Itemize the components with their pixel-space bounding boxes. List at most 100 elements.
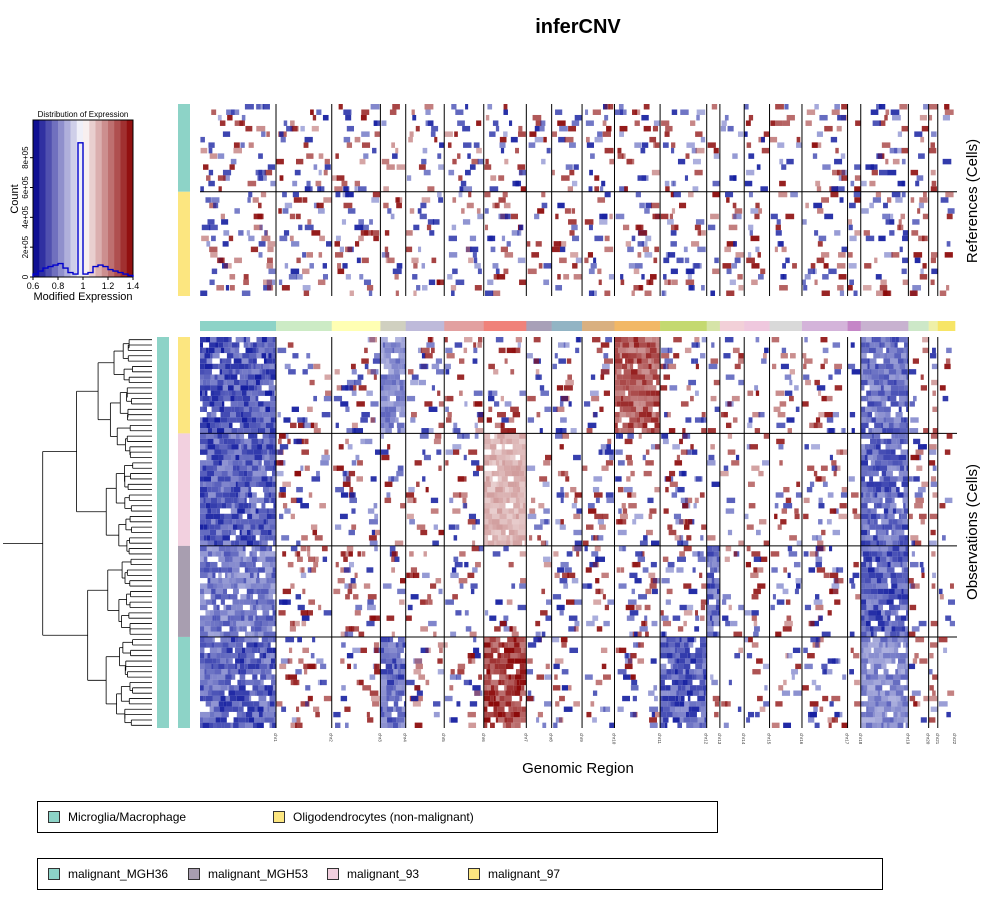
heatmap-cell <box>860 395 867 402</box>
heatmap-cell <box>425 647 431 654</box>
heatmap-cell <box>733 551 738 557</box>
heatmap-cell <box>206 465 213 471</box>
heatmap-cell <box>651 353 657 359</box>
heatmap-cell <box>641 241 648 247</box>
heatmap-cell <box>261 438 264 445</box>
heatmap-cell <box>232 599 240 605</box>
heatmap-cell <box>397 690 405 696</box>
heatmap-cell <box>438 197 444 203</box>
observation-group-segment <box>178 433 190 546</box>
heatmap-cell <box>918 620 927 627</box>
heatmap-cell <box>776 438 785 445</box>
heatmap-cell <box>246 556 252 562</box>
heatmap-cell <box>494 626 501 632</box>
heatmap-cell <box>427 219 435 225</box>
heatmap-cell <box>313 363 321 370</box>
heatmap-cell <box>239 454 244 461</box>
heatmap-cell <box>358 631 365 637</box>
heatmap-cell <box>261 503 266 509</box>
heatmap-cell <box>246 642 254 648</box>
heatmap-cell <box>420 529 428 536</box>
heatmap-cell <box>656 353 660 359</box>
heatmap-cell <box>220 658 226 664</box>
heatmap-cell <box>663 508 669 514</box>
heatmap-cell <box>265 369 270 375</box>
heatmap-cell <box>890 385 899 391</box>
heatmap-cell <box>437 153 442 159</box>
heatmap-cell <box>860 503 868 509</box>
heatmap-cell <box>467 153 471 159</box>
heatmap-cell <box>497 535 502 541</box>
heatmap-cell <box>475 519 480 525</box>
heatmap-cell <box>700 615 705 621</box>
heatmap-cell <box>906 428 909 434</box>
heatmap-cell <box>593 535 599 541</box>
color-key-band <box>76 120 84 277</box>
heatmap-cell <box>269 428 275 434</box>
heatmap-cell <box>254 433 258 439</box>
heatmap-cell <box>205 444 208 450</box>
heatmap-cell <box>273 717 277 723</box>
heatmap-cell <box>931 180 937 187</box>
heatmap-cell <box>832 567 839 573</box>
heatmap-cell <box>649 583 657 589</box>
heatmap-cell <box>553 722 558 728</box>
heatmap-cell <box>472 567 478 573</box>
heatmap-cell <box>215 519 218 525</box>
heatmap-cell <box>853 191 861 198</box>
heatmap-cell <box>295 594 302 600</box>
heatmap-cell <box>881 470 887 477</box>
heatmap-cell <box>637 658 645 664</box>
heatmap-cell <box>677 556 686 562</box>
heatmap-cell <box>214 669 222 675</box>
heatmap-cell <box>803 497 810 504</box>
heatmap-cell <box>483 524 489 530</box>
heatmap-cell <box>266 513 272 520</box>
heatmap-cell <box>380 685 387 691</box>
heatmap-cell <box>504 647 512 654</box>
heatmap-cell <box>200 561 206 568</box>
heatmap-cell <box>274 658 277 664</box>
heatmap-cell <box>257 706 264 712</box>
heatmap-cell <box>457 476 464 482</box>
heatmap-cell <box>886 417 894 423</box>
heatmap-cell <box>444 695 453 702</box>
heatmap-cell <box>660 685 666 691</box>
heatmap-cell <box>243 444 248 450</box>
heatmap-cell <box>684 257 690 264</box>
heatmap-cell <box>814 279 818 286</box>
heatmap-cell <box>947 208 955 214</box>
heatmap-cell <box>212 674 218 680</box>
heatmap-cell <box>623 395 631 402</box>
heatmap-cell <box>257 567 265 573</box>
heatmap-cell <box>751 279 758 286</box>
heatmap-cell <box>776 422 786 429</box>
heatmap-cell <box>386 706 394 712</box>
heatmap-cell <box>902 235 909 242</box>
heatmap-cell <box>471 158 479 165</box>
heatmap-cell <box>784 620 793 627</box>
heatmap-cell <box>772 363 777 370</box>
heatmap-cell <box>474 422 478 429</box>
heatmap-cell <box>788 551 798 557</box>
heatmap-cell <box>451 224 457 231</box>
heatmap-cell <box>455 610 462 616</box>
heatmap-cell <box>495 695 500 702</box>
heatmap-cell <box>696 658 703 664</box>
heatmap-cell <box>816 535 822 541</box>
heatmap-cell <box>891 529 895 536</box>
heatmap-cell <box>243 470 248 477</box>
heatmap-cell <box>282 191 287 198</box>
heatmap-cell <box>344 706 351 712</box>
heatmap-cell <box>227 417 230 423</box>
heatmap-cell <box>600 374 605 380</box>
heatmap-cell <box>861 208 869 214</box>
heatmap-cell <box>487 685 491 691</box>
heatmap-cell <box>646 411 652 418</box>
heatmap-cell <box>409 519 415 525</box>
heatmap-cell <box>620 395 624 402</box>
heatmap-cell <box>268 268 276 275</box>
heatmap-cell <box>250 508 256 514</box>
heatmap-cell <box>291 241 300 247</box>
heatmap-cell <box>254 545 261 552</box>
